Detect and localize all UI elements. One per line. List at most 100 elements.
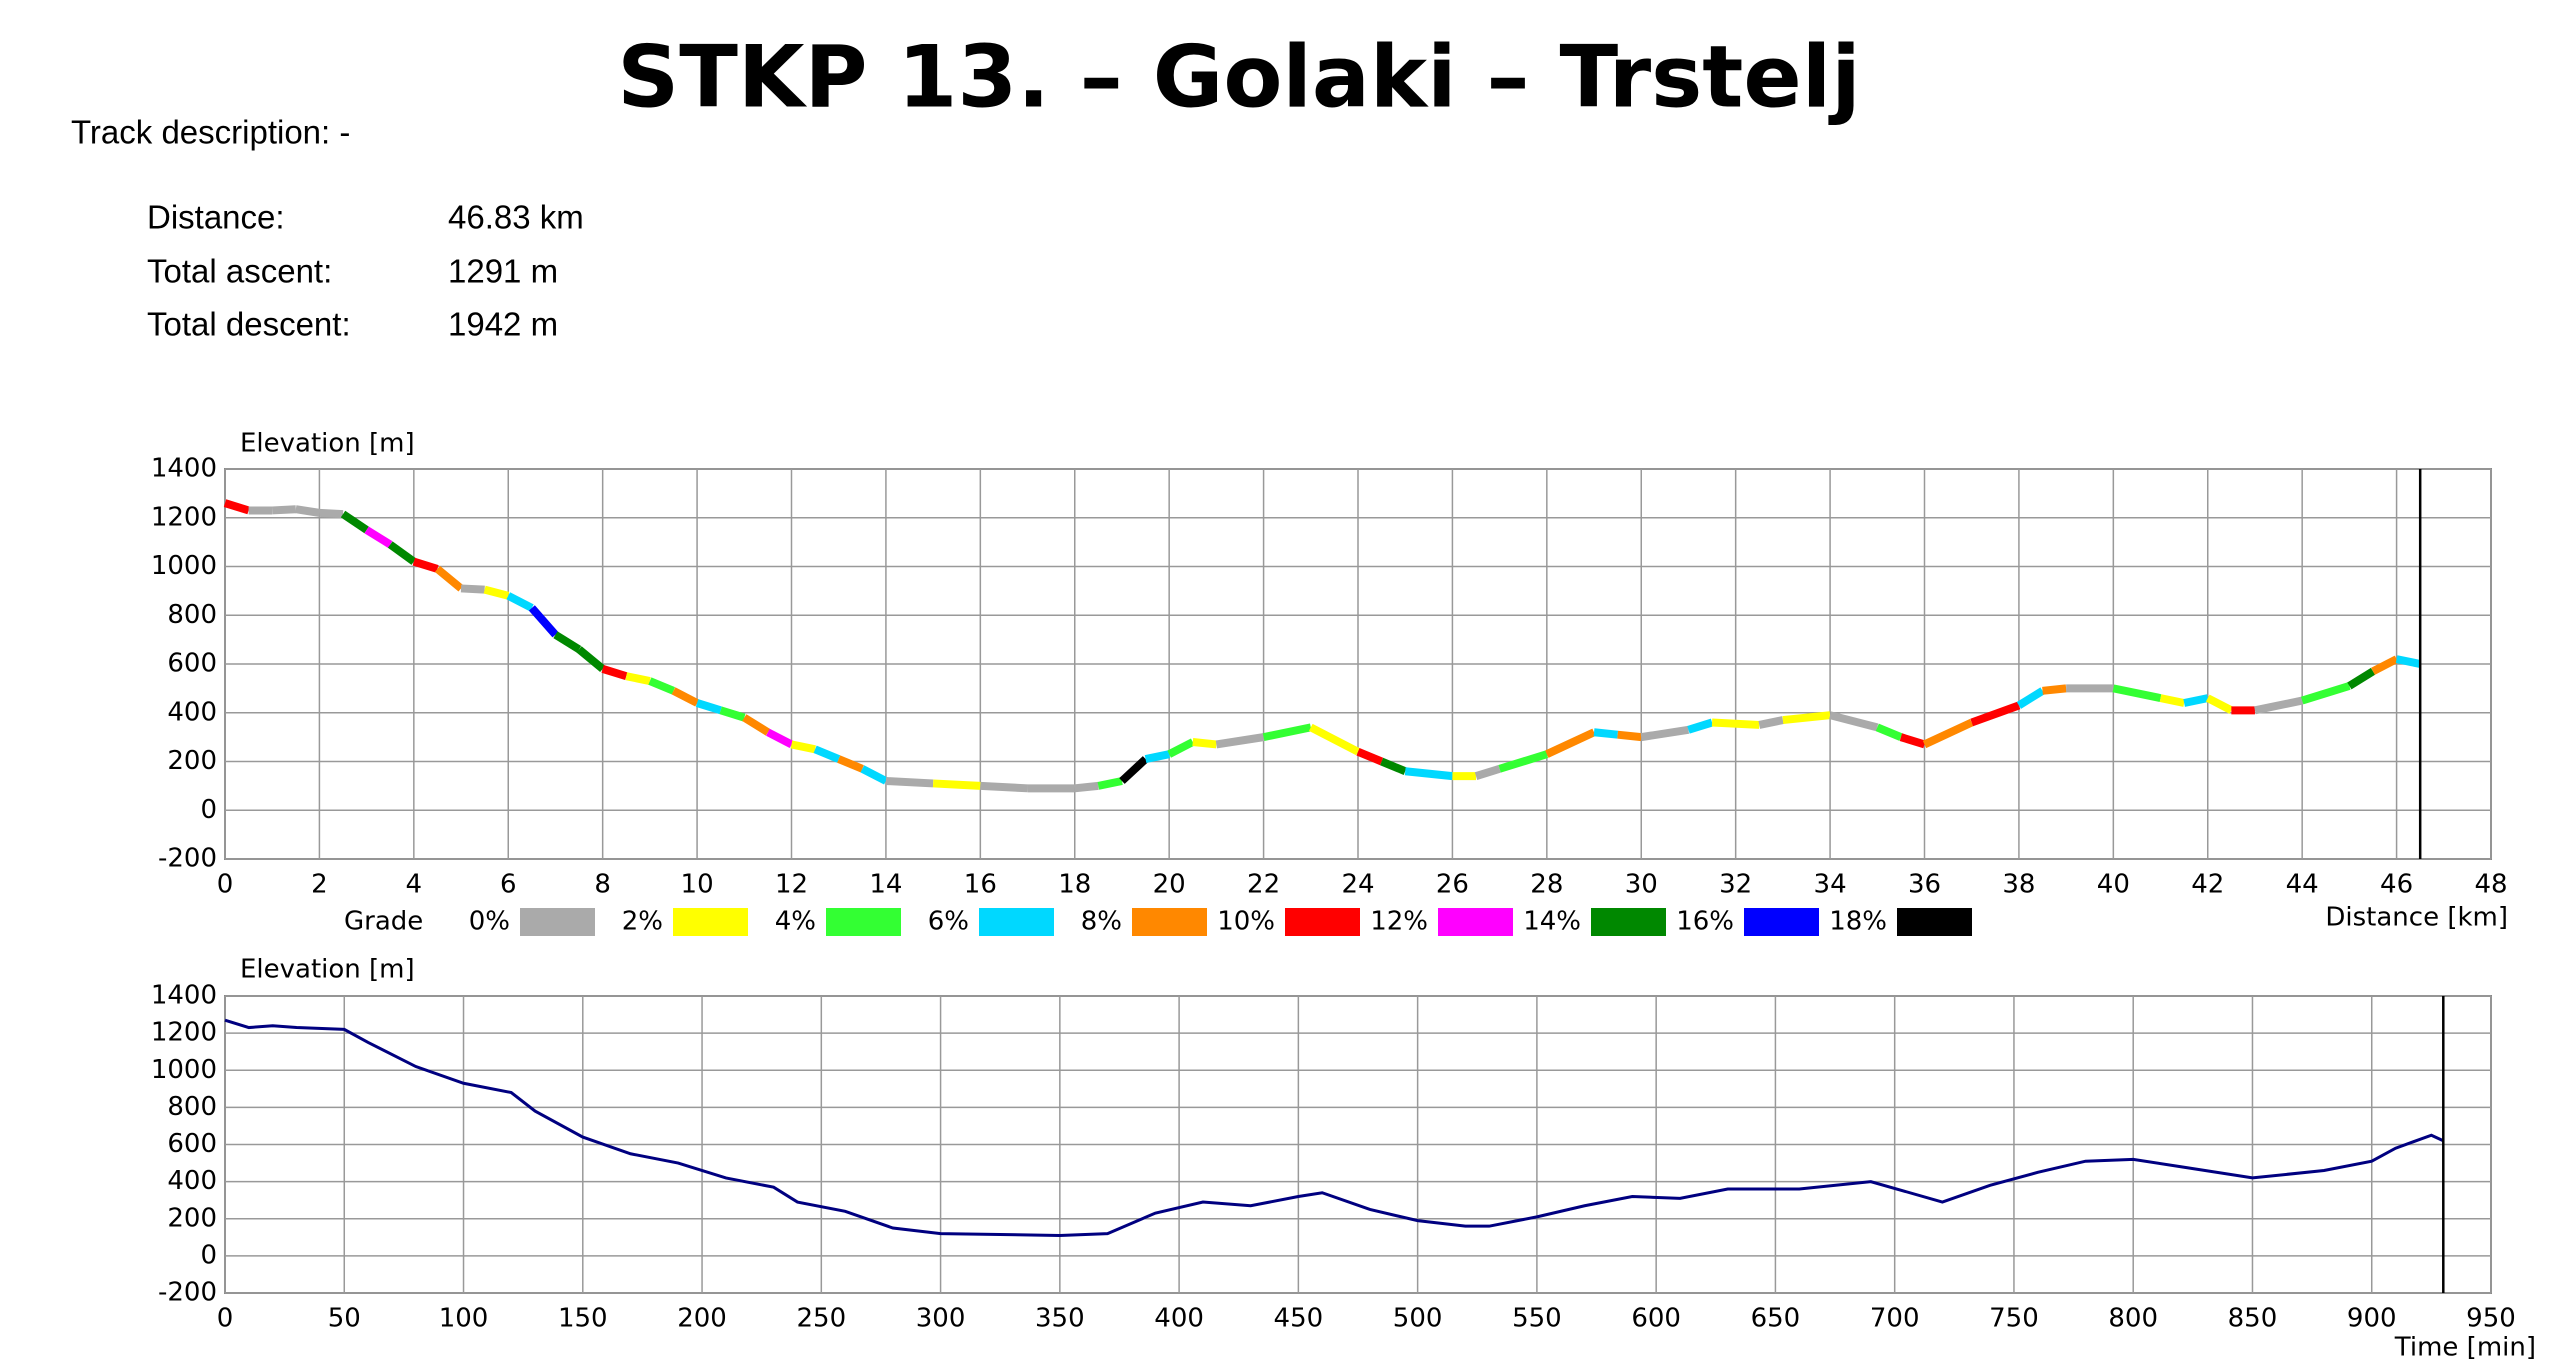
stat-label: Distance: xyxy=(147,199,285,236)
grade-segment xyxy=(837,755,864,773)
grade-segment xyxy=(2016,687,2045,709)
x-tick-label: 750 xyxy=(1989,1304,2039,1334)
y-tick-label: 400 xyxy=(167,1166,217,1196)
track-description: Track description: - xyxy=(71,114,350,151)
grade-segment xyxy=(790,740,816,754)
grade-segment xyxy=(719,706,746,722)
x-tick-label: 8 xyxy=(594,870,611,900)
x-tick-label: 48 xyxy=(2474,870,2507,900)
y-tick-label: -200 xyxy=(158,844,217,874)
grade-segment xyxy=(1097,777,1123,790)
x-tick-label: 700 xyxy=(1870,1304,1920,1334)
grade-segment xyxy=(932,779,981,790)
page-title: STKP 13. – Golaki – Trstelj xyxy=(617,27,1860,127)
grade-segment xyxy=(1545,728,1596,758)
x-tick-label: 22 xyxy=(1247,870,1280,900)
legend-swatch xyxy=(1897,908,1972,936)
x-axis-label: Time [min] xyxy=(2394,1333,2536,1363)
y-tick-label: -200 xyxy=(158,1278,217,1308)
grade-segment xyxy=(1380,757,1407,775)
grade-segment xyxy=(2347,667,2376,690)
y-tick-label: 1200 xyxy=(151,502,217,532)
x-tick-label: 250 xyxy=(796,1304,846,1334)
grade-segment xyxy=(412,557,439,573)
legend-label: 2% xyxy=(622,907,663,937)
grade-segment xyxy=(1262,723,1312,742)
legend-swatch xyxy=(1744,908,1819,936)
grade-segment xyxy=(1215,733,1265,749)
grade-segment xyxy=(319,508,344,519)
grade-segment xyxy=(695,699,722,715)
grade-segment xyxy=(223,499,250,515)
legend-title: Grade xyxy=(344,907,423,937)
x-tick-label: 24 xyxy=(1341,870,1374,900)
x-tick-label: 50 xyxy=(328,1304,361,1334)
x-tick-label: 200 xyxy=(677,1304,727,1334)
grade-segment xyxy=(1782,711,1831,725)
x-tick-label: 450 xyxy=(1274,1304,1324,1334)
grade-segment xyxy=(813,745,841,763)
grade-segment xyxy=(2300,682,2351,705)
x-tick-label: 650 xyxy=(1751,1304,1801,1334)
stat-label: Total ascent: xyxy=(147,253,332,290)
x-tick-label: 150 xyxy=(558,1304,608,1334)
x-tick-label: 32 xyxy=(1719,870,1752,900)
x-axis-label: Distance [km] xyxy=(2325,903,2508,933)
x-tick-label: 26 xyxy=(1436,870,1469,900)
y-tick-label: 200 xyxy=(167,746,217,776)
x-tick-label: 40 xyxy=(2097,870,2130,900)
x-tick-label: 600 xyxy=(1631,1304,1681,1334)
legend-label: 12% xyxy=(1370,907,1428,937)
y-tick-label: 400 xyxy=(167,697,217,727)
grade-segment xyxy=(434,565,464,592)
grade-segment xyxy=(648,677,676,695)
x-tick-label: 36 xyxy=(1908,870,1941,900)
x-tick-label: 950 xyxy=(2466,1304,2516,1334)
grade-segment xyxy=(2254,696,2303,715)
x-tick-label: 0 xyxy=(217,870,234,900)
grade-segment xyxy=(483,585,510,600)
grade-segment xyxy=(1617,730,1642,742)
x-tick-label: 350 xyxy=(1035,1304,1085,1334)
x-tick-label: 14 xyxy=(869,870,902,900)
y-tick-label: 1000 xyxy=(151,551,217,581)
stat-label: Total descent: xyxy=(147,306,351,343)
x-tick-label: 800 xyxy=(2108,1304,2158,1334)
grade-segment xyxy=(460,584,485,594)
legend-swatch xyxy=(826,908,901,936)
legend-label: 4% xyxy=(775,907,816,937)
grade-segment xyxy=(387,541,417,565)
grade-segment xyxy=(625,672,651,685)
grade-segment xyxy=(766,728,794,748)
grade-segment xyxy=(1875,723,1903,741)
x-tick-label: 16 xyxy=(964,870,997,900)
legend-swatch xyxy=(1438,908,1513,936)
x-tick-label: 2 xyxy=(311,870,328,900)
y-axis-label: Elevation [m] xyxy=(240,429,415,459)
grade-segment xyxy=(1167,738,1195,758)
grade-segment xyxy=(1308,723,1360,756)
legend-label: 14% xyxy=(1523,907,1581,937)
grade-segment xyxy=(528,605,559,638)
legend-label: 0% xyxy=(469,907,510,937)
x-tick-label: 100 xyxy=(439,1304,489,1334)
grade-segment xyxy=(364,526,393,548)
grade-segment xyxy=(860,765,888,785)
legend-swatch xyxy=(979,908,1054,936)
x-tick-label: 12 xyxy=(775,870,808,900)
y-tick-label: 1400 xyxy=(151,454,217,484)
legend-swatch xyxy=(1285,908,1360,936)
x-tick-label: 44 xyxy=(2286,870,2319,900)
legend-swatch xyxy=(673,908,748,936)
y-tick-label: 800 xyxy=(167,1092,217,1122)
grade-segment xyxy=(1687,718,1714,734)
y-tick-label: 600 xyxy=(167,649,217,679)
grade-segment xyxy=(1498,750,1549,773)
grade-segment xyxy=(1640,725,1690,742)
x-tick-label: 28 xyxy=(1530,870,1563,900)
legend-swatch xyxy=(1591,908,1666,936)
y-tick-label: 1400 xyxy=(151,981,217,1011)
y-tick-label: 0 xyxy=(200,795,217,825)
